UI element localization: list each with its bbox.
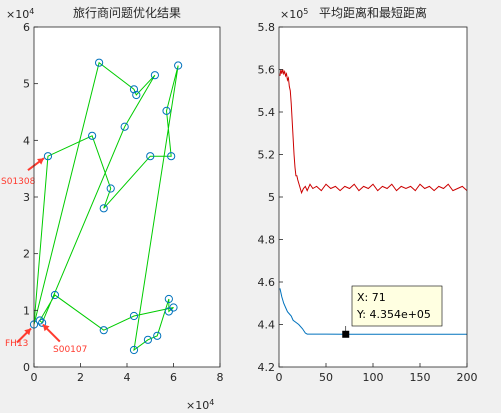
- city-marker: [50, 290, 60, 300]
- city-marker: [146, 152, 155, 161]
- datatip[interactable]: X: 71 Y: 4.354e+05: [342, 285, 443, 338]
- city-marker: [99, 326, 108, 335]
- route-annotations: S01308 FH13 S00107: [1, 157, 87, 355]
- city-marker: [129, 85, 139, 94]
- distance-y-exponent-base: ×10: [280, 8, 303, 21]
- annotation-label: S00107: [53, 345, 87, 355]
- route-x-tick-label: 2: [77, 371, 84, 384]
- distance-y-exponent-power: 5: [303, 7, 308, 16]
- route-cities: [29, 58, 183, 355]
- distance-y-tick-label: 5.2: [258, 149, 276, 162]
- annotation-label: S01308: [1, 177, 36, 187]
- distance-y-tick-label: 4.6: [258, 276, 276, 289]
- route-x-ticks: 0 2 4 6 8: [31, 363, 224, 384]
- route-y-tick-label: 4: [23, 134, 30, 147]
- distance-x-tick-label: 200: [457, 371, 478, 384]
- city-marker: [164, 307, 173, 316]
- route-y-exponent-power: 4: [29, 7, 34, 16]
- distance-x-tick-label: 50: [319, 371, 333, 384]
- route-x-exponent-power: 4: [209, 398, 214, 407]
- city-marker: [132, 90, 141, 100]
- distance-y-tick-label: 4.8: [258, 234, 276, 247]
- route-x-tick-label: 8: [217, 371, 224, 384]
- city-marker: [99, 204, 108, 213]
- route-x-exponent: ×104: [186, 398, 214, 412]
- city-marker: [143, 335, 153, 344]
- city-marker: [174, 61, 183, 70]
- datatip-box[interactable]: [351, 285, 443, 327]
- annotation-arrow-head: [37, 158, 44, 165]
- distance-axes-frame: [278, 26, 468, 368]
- distance-y-exponent: ×105: [280, 7, 308, 21]
- route-y-tick-label: 2: [23, 248, 30, 261]
- distance-y-tick-label: 5.4: [258, 106, 276, 119]
- route-y-exponent: ×104: [6, 7, 34, 21]
- distance-x-tick-label: 0: [276, 371, 283, 384]
- route-chart-title: 旅行商问题优化结果: [73, 5, 181, 20]
- city-marker: [35, 316, 44, 325]
- city-marker: [43, 152, 53, 161]
- annotation-label: FH13: [5, 339, 28, 349]
- city-marker: [106, 184, 115, 193]
- distance-y-ticks: 4.2 4.4 4.6 4.8 5 5.2 5.4 5.6 5.8: [258, 21, 283, 374]
- route-y-tick-label: 6: [23, 21, 30, 34]
- city-marker: [129, 345, 139, 355]
- distance-x-tick-label: 100: [363, 371, 384, 384]
- distance-chart-title: 平均距离和最短距离: [319, 5, 427, 20]
- distance-y-tick-label: 5: [268, 191, 275, 204]
- route-y-tick-label: 3: [23, 191, 30, 204]
- city-marker: [169, 303, 178, 312]
- city-marker: [150, 71, 159, 80]
- route-y-tick-label: 5: [23, 78, 30, 91]
- city-marker: [120, 122, 129, 131]
- city-marker: [95, 58, 104, 67]
- distance-y-tick-label: 4.4: [258, 319, 276, 332]
- city-marker: [153, 331, 162, 340]
- distance-y-tick-label: 5.8: [258, 21, 276, 34]
- route-x-exponent-base: ×10: [186, 399, 209, 412]
- route-layer: [34, 61, 179, 352]
- distance-x-tick-label: 150: [410, 371, 431, 384]
- city-marker: [88, 131, 97, 140]
- route-axes-background: [34, 27, 220, 367]
- annotation-arrow-head: [42, 324, 50, 332]
- route-y-tick-label: 0: [23, 361, 30, 374]
- distance-chart: 平均距离和最短距离 ×105 0 50 100 150 200 4.24.44.64.8…: [258, 5, 478, 384]
- city-marker: [162, 106, 171, 115]
- route-y-tick-label: 1: [23, 304, 30, 317]
- datatip-x-text: X: 71: [357, 291, 386, 304]
- route-x-tick-label: 6: [170, 371, 177, 384]
- city-marker: [164, 294, 173, 304]
- route-path: [34, 61, 179, 352]
- city-marker: [167, 152, 176, 161]
- route-x-tick-label: 4: [124, 371, 131, 384]
- city-marker: [38, 318, 47, 327]
- route-axes-frame: [33, 26, 221, 368]
- datatip-y-text: Y: 4.354e+05: [356, 308, 431, 321]
- annotation-arrow-head: [24, 328, 31, 336]
- datatip-marker[interactable]: [342, 330, 350, 338]
- distance-y-tick-label: 5.6: [258, 64, 276, 77]
- city-marker: [129, 311, 139, 321]
- route-y-exponent-base: ×10: [6, 8, 29, 21]
- distance-y-tick-label: 4.2: [258, 361, 276, 374]
- average-distance-line: [279, 69, 467, 195]
- route-x-tick-label: 0: [31, 371, 38, 384]
